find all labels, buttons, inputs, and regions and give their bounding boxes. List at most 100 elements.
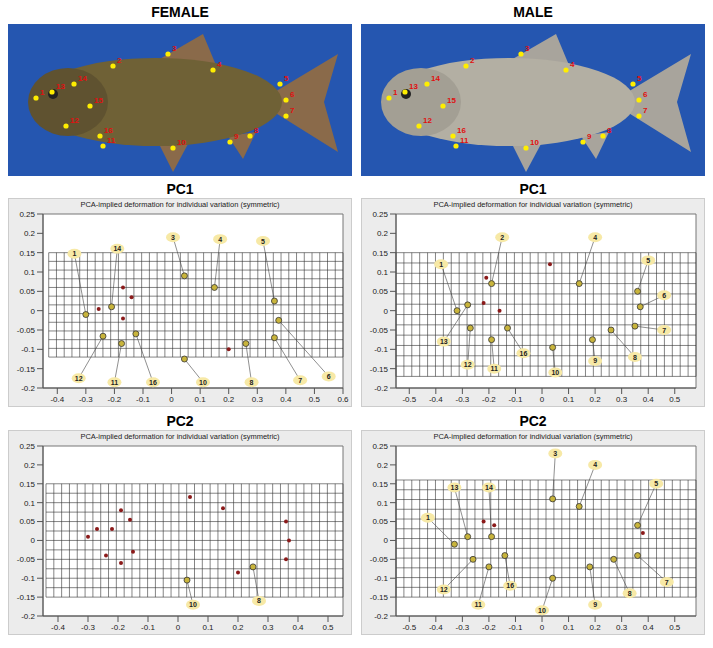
svg-text:-0.2: -0.2 xyxy=(21,612,35,621)
svg-text:6: 6 xyxy=(327,373,331,380)
svg-text:0: 0 xyxy=(384,307,389,316)
svg-text:0.15: 0.15 xyxy=(372,480,388,489)
svg-text:0.3: 0.3 xyxy=(616,395,628,404)
svg-text:8: 8 xyxy=(254,126,259,135)
svg-text:0.4: 0.4 xyxy=(280,395,292,404)
svg-text:6: 6 xyxy=(290,90,295,99)
svg-text:16: 16 xyxy=(104,126,113,135)
svg-text:0.2: 0.2 xyxy=(377,229,389,238)
svg-text:0.25: 0.25 xyxy=(19,442,35,451)
svg-text:-0.2: -0.2 xyxy=(374,384,388,393)
svg-text:11: 11 xyxy=(111,379,119,386)
svg-text:0.1: 0.1 xyxy=(563,623,575,632)
svg-text:0.3: 0.3 xyxy=(262,623,274,632)
svg-text:12: 12 xyxy=(464,361,472,368)
svg-text:1: 1 xyxy=(393,88,398,97)
svg-text:2: 2 xyxy=(117,56,122,65)
svg-text:10: 10 xyxy=(538,607,546,614)
svg-text:-0.2: -0.2 xyxy=(374,612,388,621)
svg-text:-0.15: -0.15 xyxy=(370,365,389,374)
svg-text:-0.1: -0.1 xyxy=(136,395,150,404)
svg-text:-0.05: -0.05 xyxy=(17,326,36,335)
svg-text:8: 8 xyxy=(257,597,261,604)
svg-text:7: 7 xyxy=(643,106,648,115)
svg-text:0.2: 0.2 xyxy=(232,623,244,632)
svg-text:-0.3: -0.3 xyxy=(79,395,93,404)
svg-text:2: 2 xyxy=(470,56,475,65)
svg-text:13: 13 xyxy=(56,82,65,91)
svg-text:9: 9 xyxy=(593,601,597,608)
svg-text:7: 7 xyxy=(662,327,666,334)
svg-text:5: 5 xyxy=(646,257,650,264)
svg-text:8: 8 xyxy=(633,354,637,361)
svg-text:3: 3 xyxy=(553,450,557,457)
svg-text:0.1: 0.1 xyxy=(563,395,575,404)
svg-text:0.6: 0.6 xyxy=(337,395,349,404)
svg-text:0.2: 0.2 xyxy=(590,395,602,404)
svg-text:0.2: 0.2 xyxy=(24,461,36,470)
svg-text:0.2: 0.2 xyxy=(377,461,389,470)
svg-text:0: 0 xyxy=(540,395,545,404)
svg-text:0.1: 0.1 xyxy=(195,395,207,404)
svg-text:10: 10 xyxy=(199,379,207,386)
svg-text:-0.1: -0.1 xyxy=(374,345,388,354)
svg-text:14: 14 xyxy=(113,245,121,252)
svg-text:-0.5: -0.5 xyxy=(402,623,416,632)
svg-text:16: 16 xyxy=(457,126,466,135)
svg-text:0.25: 0.25 xyxy=(372,442,388,451)
svg-text:0.1: 0.1 xyxy=(377,499,389,508)
svg-text:0.2: 0.2 xyxy=(24,229,36,238)
svg-text:0.15: 0.15 xyxy=(19,480,35,489)
svg-text:0.2: 0.2 xyxy=(223,395,235,404)
svg-text:4: 4 xyxy=(217,60,222,69)
svg-text:-0.1: -0.1 xyxy=(21,345,35,354)
svg-text:9: 9 xyxy=(593,357,597,364)
svg-text:0.05: 0.05 xyxy=(372,287,388,296)
svg-text:0.5: 0.5 xyxy=(322,623,334,632)
svg-text:0.5: 0.5 xyxy=(669,623,681,632)
svg-text:15: 15 xyxy=(94,96,103,105)
svg-text:13: 13 xyxy=(451,484,459,491)
svg-text:-0.3: -0.3 xyxy=(81,623,95,632)
svg-text:15: 15 xyxy=(447,96,456,105)
svg-text:0: 0 xyxy=(384,536,389,545)
svg-text:0.15: 0.15 xyxy=(372,249,388,258)
svg-text:0.3: 0.3 xyxy=(616,623,628,632)
svg-text:0.05: 0.05 xyxy=(19,517,35,526)
svg-text:-0.1: -0.1 xyxy=(509,395,523,404)
svg-text:0.1: 0.1 xyxy=(377,268,389,277)
svg-text:5: 5 xyxy=(284,74,289,83)
svg-text:11: 11 xyxy=(460,136,469,145)
svg-text:2: 2 xyxy=(500,234,504,241)
svg-text:4: 4 xyxy=(570,60,575,69)
svg-text:3: 3 xyxy=(171,234,175,241)
svg-text:-0.1: -0.1 xyxy=(374,574,388,583)
svg-text:-0.2: -0.2 xyxy=(21,384,35,393)
svg-text:10: 10 xyxy=(189,601,197,608)
svg-text:-0.4: -0.4 xyxy=(429,395,443,404)
svg-text:-0.1: -0.1 xyxy=(141,623,155,632)
svg-text:-0.3: -0.3 xyxy=(455,623,469,632)
svg-text:0.5: 0.5 xyxy=(309,395,321,404)
svg-text:4: 4 xyxy=(593,461,597,468)
svg-text:-0.05: -0.05 xyxy=(17,555,36,564)
svg-text:-0.1: -0.1 xyxy=(509,623,523,632)
svg-text:11: 11 xyxy=(107,136,116,145)
svg-text:6: 6 xyxy=(643,90,648,99)
svg-text:1: 1 xyxy=(40,88,45,97)
svg-text:16: 16 xyxy=(149,379,157,386)
svg-text:4: 4 xyxy=(593,234,597,241)
svg-text:7: 7 xyxy=(665,579,669,586)
svg-text:-0.4: -0.4 xyxy=(50,395,64,404)
svg-text:0: 0 xyxy=(176,623,181,632)
svg-text:0: 0 xyxy=(540,623,545,632)
svg-text:0.3: 0.3 xyxy=(252,395,264,404)
svg-text:0.05: 0.05 xyxy=(372,517,388,526)
svg-text:-0.5: -0.5 xyxy=(402,395,416,404)
svg-text:5: 5 xyxy=(261,238,265,245)
svg-text:3: 3 xyxy=(525,44,530,53)
svg-text:12: 12 xyxy=(440,586,448,593)
svg-text:11: 11 xyxy=(475,601,483,608)
svg-text:0.1: 0.1 xyxy=(24,268,36,277)
svg-text:0.05: 0.05 xyxy=(19,287,35,296)
